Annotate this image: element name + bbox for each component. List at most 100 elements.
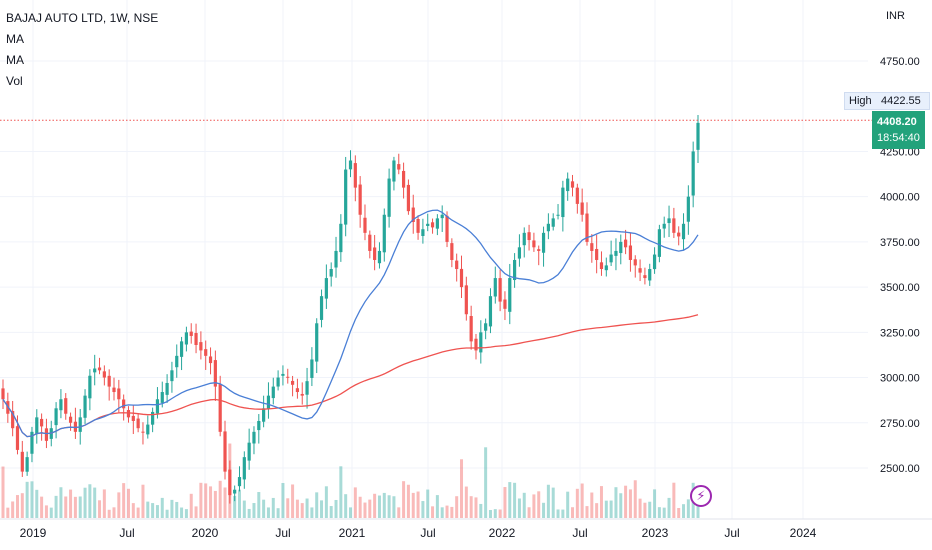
volume-bar bbox=[460, 459, 464, 518]
candle-body bbox=[585, 213, 589, 242]
volume-bar bbox=[542, 502, 546, 518]
candle-body bbox=[315, 323, 319, 362]
x-tick-label: 2023 bbox=[642, 526, 669, 540]
volume-bar bbox=[638, 498, 642, 518]
candle-body bbox=[686, 196, 690, 222]
volume-bar bbox=[599, 486, 603, 518]
volume-bar bbox=[353, 487, 357, 518]
volume-bar bbox=[479, 503, 483, 518]
ma-indicator-2[interactable]: MA bbox=[6, 53, 24, 67]
candle-body bbox=[233, 489, 237, 494]
candle-body bbox=[677, 232, 681, 237]
volume-bar bbox=[334, 499, 338, 518]
volume-bar bbox=[117, 492, 121, 518]
x-tick-label: Jul bbox=[119, 526, 134, 540]
candle-body bbox=[1, 388, 5, 400]
volume-bar bbox=[262, 499, 266, 518]
candle-body bbox=[184, 332, 189, 345]
volume-bar bbox=[295, 499, 299, 518]
candle-body bbox=[681, 223, 686, 240]
ma-indicator-1[interactable]: MA bbox=[6, 32, 24, 46]
candle-body bbox=[493, 278, 497, 297]
candle-body bbox=[667, 218, 671, 224]
volume-bar bbox=[112, 507, 116, 518]
candle-body bbox=[194, 333, 198, 345]
high-value: 4422.55 bbox=[881, 95, 921, 107]
candle-body bbox=[368, 234, 372, 251]
volume-bar bbox=[136, 507, 140, 518]
volume-bar bbox=[368, 499, 372, 518]
candle-body bbox=[179, 341, 184, 357]
candle-body bbox=[696, 122, 700, 150]
y-tick-label: 2750.00 bbox=[880, 418, 920, 430]
volume-bar bbox=[93, 487, 97, 518]
volume-bars bbox=[1, 443, 700, 518]
volume-bar bbox=[266, 507, 270, 518]
time-axis[interactable]: 2019 Jul 2020 Jul 2021 Jul 2022 Jul 2023 Jul 2024 bbox=[20, 526, 817, 540]
volume-bar bbox=[440, 507, 444, 518]
candle-body bbox=[329, 269, 333, 277]
volume-bar bbox=[628, 489, 632, 518]
volume-bar bbox=[382, 492, 386, 518]
candle-body bbox=[136, 418, 140, 429]
volume-bar bbox=[445, 505, 449, 518]
candle-body bbox=[401, 170, 406, 188]
candle-body bbox=[556, 214, 560, 216]
volume-bar bbox=[64, 496, 68, 518]
volume-bar bbox=[44, 505, 48, 518]
candle-body bbox=[319, 296, 324, 320]
volume-bar bbox=[54, 495, 58, 518]
volume-indicator[interactable]: Vol bbox=[6, 74, 23, 88]
volume-bar bbox=[513, 482, 517, 518]
volume-bar bbox=[686, 499, 690, 518]
volume-bar bbox=[358, 496, 362, 518]
volume-bar bbox=[233, 495, 237, 518]
volume-bar bbox=[25, 481, 29, 518]
candle-body bbox=[237, 477, 242, 487]
candle-body bbox=[541, 232, 546, 253]
symbol-title[interactable]: BAJAJ AUTO LTD, 1W, NSE bbox=[6, 11, 159, 25]
volume-bar bbox=[373, 493, 377, 518]
candle-body bbox=[218, 384, 222, 432]
candle-body bbox=[479, 332, 483, 353]
volume-bar bbox=[488, 509, 492, 518]
candle-body bbox=[15, 426, 20, 450]
candle-body bbox=[566, 178, 570, 192]
candle-body bbox=[93, 368, 97, 373]
x-tick-label: 2020 bbox=[192, 526, 219, 540]
volume-bar bbox=[257, 492, 261, 518]
candle-body bbox=[339, 223, 343, 253]
candle-body bbox=[527, 232, 531, 241]
candle-body bbox=[83, 395, 87, 418]
volume-bar bbox=[291, 484, 295, 518]
ma-long-line bbox=[2, 314, 699, 438]
volume-bar bbox=[131, 503, 135, 518]
volume-bar bbox=[122, 483, 126, 518]
last-price-tag: 4408.20 18:54:40 bbox=[872, 111, 925, 149]
candle-body bbox=[344, 169, 348, 225]
volume-bar bbox=[107, 509, 111, 518]
volume-bar bbox=[281, 482, 285, 518]
volume-bar bbox=[237, 489, 241, 518]
volume-bar bbox=[189, 493, 193, 518]
volume-bar bbox=[98, 500, 102, 518]
volume-bar bbox=[503, 487, 507, 518]
volume-bar bbox=[431, 506, 435, 518]
price-axis[interactable]: 4750.00 4250.00 4000.00 3750.00 3500.00 3250.… bbox=[880, 56, 920, 475]
y-tick-label: 4000.00 bbox=[880, 192, 920, 204]
candle-body bbox=[435, 218, 439, 229]
y-tick-label: 3000.00 bbox=[880, 373, 920, 385]
candle-body bbox=[208, 356, 213, 364]
candle-body bbox=[334, 250, 338, 268]
candle-body bbox=[68, 416, 73, 423]
volume-bar bbox=[498, 509, 502, 518]
candle-body bbox=[691, 151, 695, 196]
lightning-icon[interactable]: ⚡ bbox=[690, 485, 712, 507]
volume-bar bbox=[194, 506, 198, 518]
candle-body bbox=[474, 338, 478, 351]
candle-body bbox=[73, 421, 77, 432]
candle-body bbox=[517, 247, 522, 259]
volume-bar bbox=[484, 447, 488, 518]
candle-body bbox=[609, 254, 613, 263]
